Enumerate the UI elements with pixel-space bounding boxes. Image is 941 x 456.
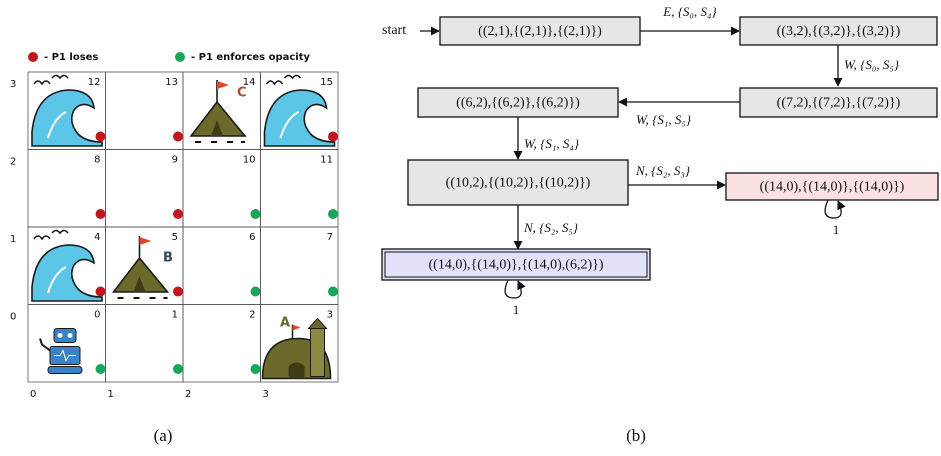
grid-label: B [163,251,173,266]
cell-number: 12 [88,77,101,88]
state-label: ((10,2),{(10,2)},{(10,2)}) [446,176,591,191]
cell-number: 10 [243,155,256,166]
grid-label: C [237,86,247,101]
cell-dot [96,287,106,297]
state-label: ((2,1),{(2,1)},{(2,1)}) [478,24,602,39]
row-label: 3 [10,79,16,90]
state-label: ((14,0),{(14,0)},{(14,0)}) [760,180,905,195]
start-label: start [382,23,406,38]
edge-label: W, {S₁, S₄} [524,136,580,151]
cell-dot [173,287,183,297]
state-label: ((6,2),{(6,2)},{(6,2)}) [456,96,580,111]
edge-label: W, {S₀, S₅} [844,57,900,72]
cell-number: 3 [327,310,333,321]
cell-number: 2 [249,310,255,321]
caption: (a) [154,426,173,445]
cell-dot [96,132,106,142]
state-label: ((3,2),{(3,2)},{(3,2)}) [777,24,901,39]
self-loop [505,280,521,298]
cell-number: 0 [94,310,100,321]
row-label: 0 [10,312,16,323]
cell-dot [173,209,183,219]
cell-dot [328,132,338,142]
cell-number: 1 [172,310,178,321]
cell-number: 7 [327,232,333,243]
edge-label: N, {S₂, S₅} [523,220,579,235]
cell-number: 6 [249,232,255,243]
state-label: ((7,2),{(7,2)},{(7,2)}) [777,96,901,111]
legend-text: - P1 loses [44,52,98,63]
legend-text: - P1 enforces opacity [191,52,311,63]
cell-number: 4 [94,232,100,243]
robot-icon [40,329,82,374]
self-loop [825,200,841,218]
cell-number: 8 [94,155,100,166]
cell-dot [96,364,106,374]
cell-dot [251,287,261,297]
cell-dot [251,209,261,219]
cell-dot [96,209,106,219]
edge-label: W, {S₁, S₅} [636,112,692,127]
base-icon [263,319,331,379]
edge-label: E, {S₀, S₄} [662,4,717,19]
loop-label: 1 [513,302,520,317]
loop-label: 1 [833,222,840,237]
cell-dot [328,209,338,219]
col-label: 2 [185,389,191,400]
cell-dot [173,132,183,142]
cell-number: 15 [320,77,333,88]
cell-dot [251,364,261,374]
cell-number: 5 [172,232,178,243]
grid-label: A [280,316,290,331]
legend-swatch [28,52,38,62]
col-label: 1 [108,389,114,400]
cell-dot [328,287,338,297]
wave-icon [32,231,102,302]
cell-number: 11 [320,155,333,166]
figure: - P1 loses - P1 enforces opacity 0123456… [0,0,941,456]
cell-dot [173,364,183,374]
row-label: 1 [10,234,16,245]
state-label: ((14,0),{(14,0)},{(14,0),(6,2)}) [429,258,604,273]
edge-label: N, {S₂, S₃} [635,163,691,178]
caption: (b) [626,426,646,445]
row-label: 2 [10,157,16,168]
col-label: 3 [263,389,269,400]
legend-swatch [175,52,185,62]
cell-number: 9 [172,155,178,166]
col-label: 0 [30,389,36,400]
cell-number: 13 [165,77,178,88]
tent-icon [114,236,168,298]
